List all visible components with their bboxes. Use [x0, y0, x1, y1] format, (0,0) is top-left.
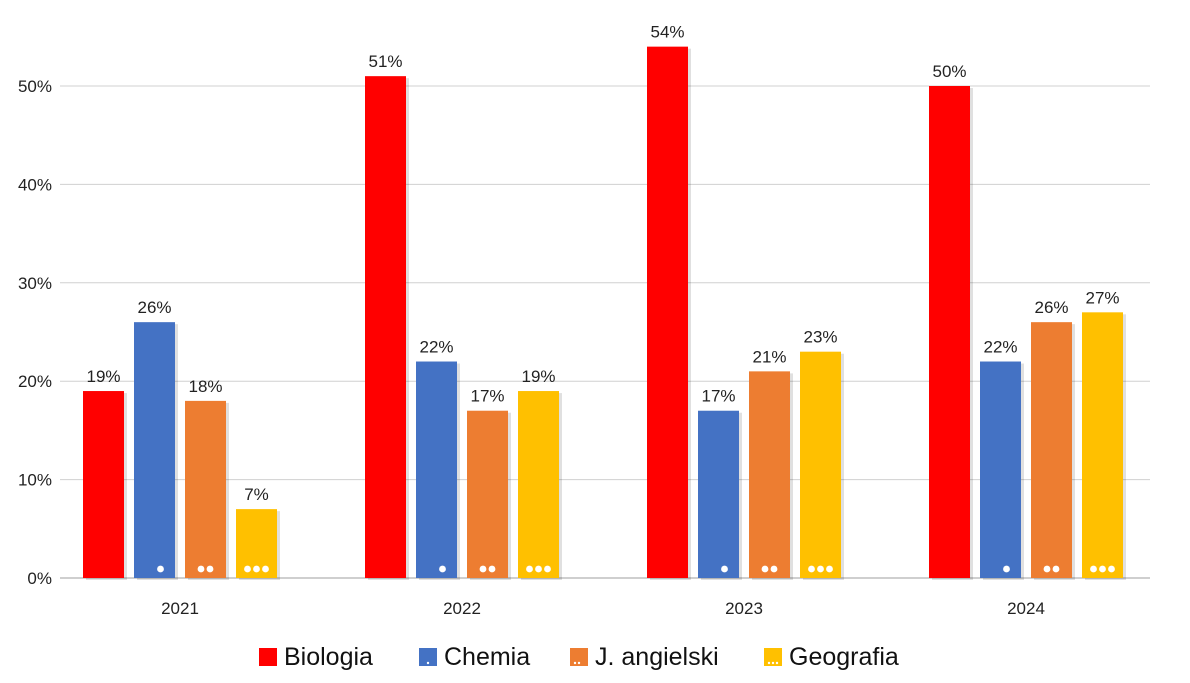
legend-label: Chemia [444, 643, 530, 671]
bar-marker-dot [817, 565, 824, 573]
data-label: 21% [752, 347, 786, 366]
bar-j-angielski-2021 [185, 400, 226, 578]
data-label: 26% [1034, 298, 1068, 317]
bar-j-angielski-2024 [1031, 322, 1072, 578]
legend-marker-dot [426, 661, 430, 665]
legend-label: Geografia [789, 643, 899, 671]
data-label: 22% [419, 338, 453, 357]
legend-label: J. angielski [595, 643, 719, 671]
y-tick-label: 30% [18, 274, 52, 293]
bar-marker-dot [439, 565, 446, 573]
bar-chemia-2021 [134, 322, 175, 578]
bars [83, 46, 1126, 580]
bar-biologia-2023 [647, 46, 688, 578]
y-tick-label: 10% [18, 471, 52, 490]
legend-swatch-biologia [259, 648, 277, 666]
bar-marker-dot [761, 565, 769, 573]
data-label: 19% [521, 367, 555, 386]
bar-marker-dot [1043, 565, 1051, 573]
data-label: 50% [932, 62, 966, 81]
bar-j-angielski-2023 [749, 371, 790, 578]
legend-swatch-geografia [764, 648, 782, 666]
bar-marker-dot [770, 565, 778, 573]
bar-marker-dot [262, 565, 269, 573]
bar-marker-dot [544, 565, 551, 573]
data-label: 54% [650, 23, 684, 42]
bar-marker-dot [535, 565, 542, 573]
y-tick-label: 40% [18, 175, 52, 194]
legend-marker-dot [573, 661, 577, 665]
data-label: 18% [188, 377, 222, 396]
bar-marker-dot [253, 565, 260, 573]
bar-biologia-2024 [929, 86, 970, 578]
legend-marker-dot [771, 661, 775, 665]
bar-chemia-2023 [698, 410, 739, 578]
legend-marker-dot [775, 661, 779, 665]
data-label: 17% [701, 387, 735, 406]
bar-marker-dot [1108, 565, 1115, 573]
bar-marker-dot [526, 565, 533, 573]
data-label: 19% [86, 367, 120, 386]
bar-marker-dot [1090, 565, 1097, 573]
bar-marker-dot [1099, 565, 1106, 573]
bar-biologia-2022 [365, 76, 406, 578]
bar-chemia-2022 [416, 361, 457, 578]
legend-marker-dot [767, 661, 771, 665]
y-tick-label: 50% [18, 77, 52, 96]
data-label: 27% [1085, 288, 1119, 307]
bar-marker-dot [197, 565, 205, 573]
x-tick-label-2023: 2023 [725, 599, 763, 618]
legend-label: Biologia [284, 643, 373, 671]
bar-marker-dot [1052, 565, 1060, 573]
bar-j-angielski-2022 [467, 410, 508, 578]
x-tick-label-2024: 2024 [1007, 599, 1045, 618]
x-axis-ticks: 2021 2022 2023 2024 [161, 599, 1045, 618]
x-tick-label-2021: 2021 [161, 599, 199, 618]
bar-biologia-2021 [83, 391, 124, 578]
y-tick-label: 0% [27, 569, 52, 588]
bar-marker-dot [721, 565, 728, 573]
legend-swatch-chemia [419, 648, 437, 666]
bar-chemia-2024 [980, 361, 1021, 578]
bar-marker-dot [244, 565, 251, 573]
data-label: 26% [137, 298, 171, 317]
bar-marker-dot [808, 565, 815, 573]
data-label: 7% [244, 485, 269, 504]
bar-marker-dot [157, 565, 164, 573]
bar-marker-dot [206, 565, 214, 573]
bar-geografia-2023 [800, 351, 841, 578]
legend-marker-dot [577, 661, 581, 665]
bar-geografia-2024 [1082, 312, 1123, 578]
bar-marker-dot [1003, 565, 1010, 573]
bar-marker-dot [479, 565, 487, 573]
legend-swatch-j-angielski [570, 648, 588, 666]
data-label: 17% [470, 387, 504, 406]
data-labels: 19% 26% 18% 7% 51% 22% 17% 19% 54% 17% 21% 23% 50% 22… [86, 23, 1119, 504]
data-label: 22% [983, 338, 1017, 357]
bar-geografia-2022 [518, 391, 559, 578]
bar-marker-dot [826, 565, 833, 573]
y-axis-ticks: 0% 10% 20% 30% 40% 50% [18, 77, 52, 588]
x-tick-label-2022: 2022 [443, 599, 481, 618]
y-tick-label: 20% [18, 372, 52, 391]
data-label: 51% [368, 52, 402, 71]
legend: Biologia Chemia J. angielski Geografia [259, 643, 899, 671]
bar-marker-dot [488, 565, 496, 573]
data-label: 23% [803, 328, 837, 347]
